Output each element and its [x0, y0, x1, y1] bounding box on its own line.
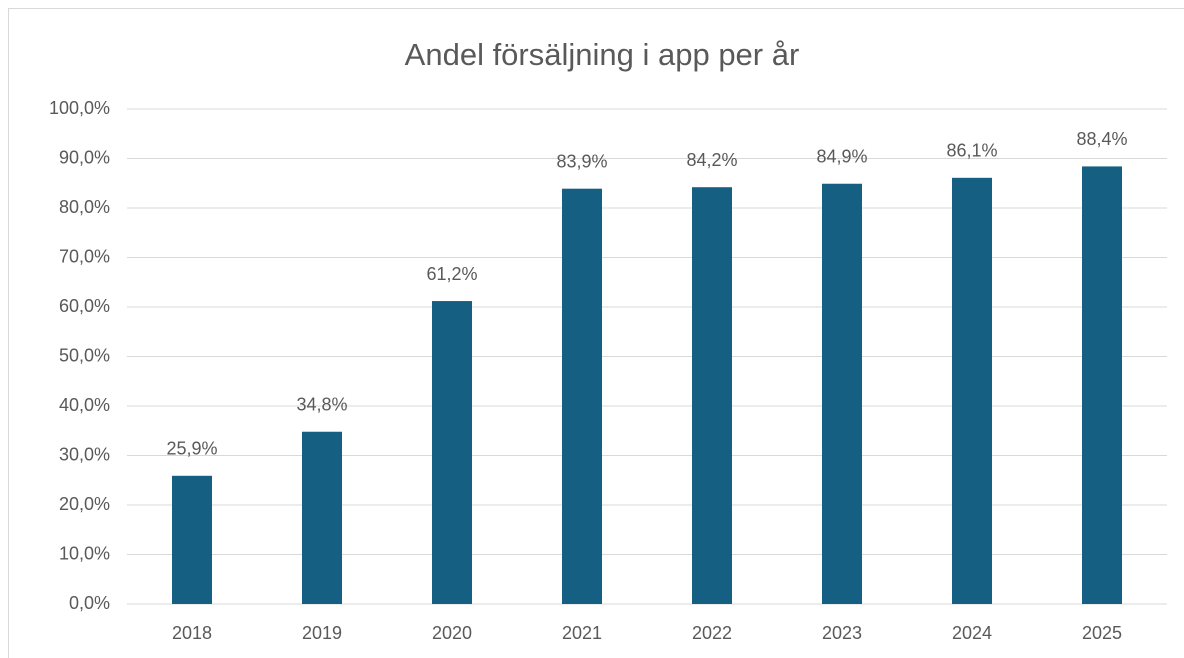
y-tick-label: 90,0%	[59, 147, 110, 167]
data-label: 25,9%	[166, 439, 217, 459]
bar	[952, 177, 992, 604]
data-label: 34,8%	[296, 394, 347, 414]
x-tick-label: 2022	[692, 623, 732, 643]
x-tick-label: 2025	[1082, 623, 1122, 643]
y-tick-label: 30,0%	[59, 444, 110, 464]
bar	[302, 431, 342, 604]
x-tick-label: 2019	[302, 623, 342, 643]
data-label: 84,2%	[686, 150, 737, 170]
bar	[822, 183, 862, 604]
y-tick-label: 40,0%	[59, 395, 110, 415]
x-tick-label: 2020	[432, 623, 472, 643]
chart-title: Andel försäljning i app per år	[405, 37, 800, 72]
data-label: 86,1%	[946, 141, 997, 161]
x-tick-label: 2023	[822, 623, 862, 643]
y-tick-label: 50,0%	[59, 345, 110, 365]
data-label: 83,9%	[556, 151, 607, 171]
x-tick-label: 2024	[952, 623, 992, 643]
data-label: 88,4%	[1076, 129, 1127, 149]
data-label: 84,9%	[816, 146, 867, 166]
x-tick-label: 2021	[562, 623, 602, 643]
y-tick-label: 70,0%	[59, 246, 110, 266]
data-label: 61,2%	[426, 264, 477, 284]
bar	[172, 475, 212, 604]
bar	[432, 301, 472, 604]
bar	[1082, 166, 1122, 605]
y-tick-label: 60,0%	[59, 296, 110, 316]
bar	[562, 188, 602, 604]
y-tick-label: 80,0%	[59, 197, 110, 217]
y-tick-label: 20,0%	[59, 494, 110, 514]
bar	[692, 187, 732, 604]
x-tick-label: 2018	[172, 623, 212, 643]
y-tick-label: 100,0%	[49, 98, 110, 118]
y-tick-label: 10,0%	[59, 543, 110, 563]
y-tick-label: 0,0%	[69, 593, 110, 613]
